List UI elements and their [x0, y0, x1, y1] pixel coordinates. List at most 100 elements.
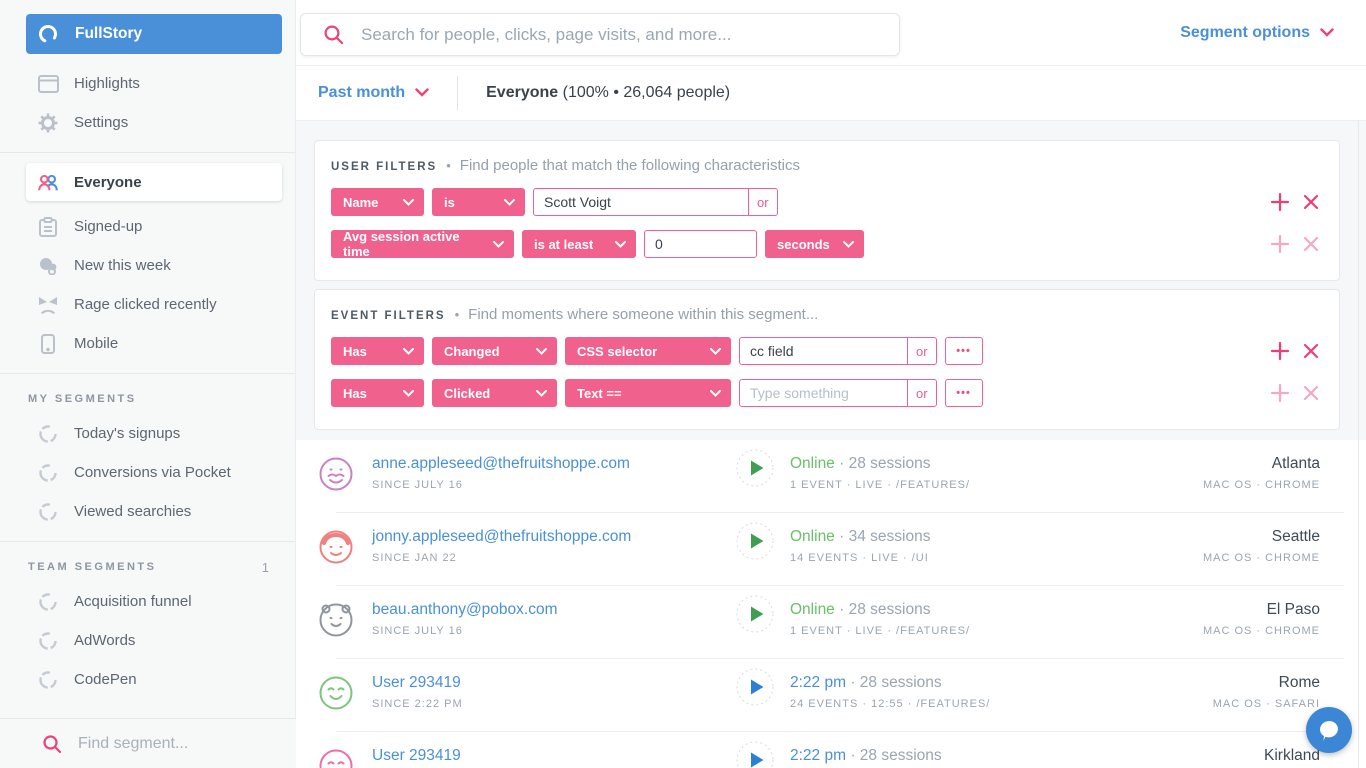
remove-filter-button[interactable] — [1303, 343, 1319, 359]
person-name-link[interactable]: User 293419 — [372, 674, 461, 691]
segment-options-button[interactable]: Segment options — [1180, 0, 1334, 66]
bullet: • — [446, 158, 451, 173]
remove-filter-button[interactable] — [1303, 236, 1319, 252]
avatar[interactable] — [318, 456, 354, 497]
sidebar-item-todays-signups[interactable]: Today's signups — [0, 414, 295, 453]
status-link[interactable]: Online — [790, 601, 835, 618]
filter-value-input[interactable] — [740, 380, 907, 406]
add-filter-button[interactable] — [1270, 383, 1290, 403]
fullstory-logo-label: FullStory — [75, 25, 143, 42]
action-dropdown[interactable]: Changed — [432, 337, 557, 365]
avatar[interactable] — [318, 529, 354, 570]
play-session-button[interactable] — [736, 522, 774, 565]
sidebar-item-acquisition-funnel[interactable]: Acquisition funnel — [0, 582, 295, 621]
play-session-button[interactable] — [736, 741, 774, 768]
person-status-line: Online · 28 sessions — [790, 455, 930, 473]
gear-icon — [36, 113, 60, 133]
status-link[interactable]: Online — [790, 455, 835, 472]
verb-dropdown[interactable]: Has — [331, 379, 424, 407]
person-name-link[interactable]: User 293419 — [372, 747, 461, 764]
add-filter-button[interactable] — [1270, 341, 1290, 361]
avatar[interactable] — [318, 748, 354, 768]
sidebar-item-codepen[interactable]: CodePen — [0, 660, 295, 699]
filter-value-input[interactable] — [740, 338, 907, 364]
segment-circle-icon — [36, 424, 60, 444]
unit-dropdown[interactable]: seconds — [765, 230, 864, 258]
verb-dropdown[interactable]: Has — [331, 337, 424, 365]
action-dropdown[interactable]: Clicked — [432, 379, 557, 407]
or-button[interactable]: or — [748, 189, 777, 215]
user-filters-subtitle: Find people that match the following cha… — [459, 157, 800, 174]
remove-filter-button[interactable] — [1303, 194, 1319, 210]
user-filters-card: USER FILTERS • Find people that match th… — [314, 140, 1340, 281]
chevron-down-icon — [536, 389, 547, 397]
person-name-link[interactable]: jonny.appleseed@thefruitshoppe.com — [372, 528, 632, 545]
filter-value-input[interactable] — [534, 189, 748, 215]
or-button[interactable]: or — [907, 338, 936, 364]
status-link[interactable]: 2:22 pm — [790, 747, 847, 764]
session-count: · 28 sessions — [839, 455, 931, 472]
target-dropdown[interactable]: CSS selector — [565, 337, 731, 365]
sidebar: FullStory Highlights — [0, 0, 296, 768]
person-name-link[interactable]: anne.appleseed@thefruitshoppe.com — [372, 455, 630, 472]
field-dropdown[interactable]: Name — [331, 188, 424, 216]
sidebar-item-label: Today's signups — [74, 425, 181, 442]
sidebar-item-viewed-searchies[interactable]: Viewed searchies — [0, 492, 295, 531]
avatar[interactable] — [318, 675, 354, 716]
status-link[interactable]: Online — [790, 528, 835, 545]
sidebar-item-everyone[interactable]: Everyone — [26, 163, 282, 201]
field-dropdown[interactable]: Avg session active time — [331, 229, 514, 259]
sidebar-item-label: Viewed searchies — [74, 503, 192, 520]
chat-widget-button[interactable] — [1306, 707, 1352, 753]
sidebar-item-label: CodePen — [74, 671, 137, 688]
chevron-down-icon — [493, 240, 504, 248]
pacifier-icon — [36, 257, 60, 275]
operator-dropdown[interactable]: is — [432, 188, 525, 216]
search-icon — [323, 24, 344, 45]
team-segments-header: TEAM SEGMENTS 1 — [28, 559, 269, 575]
more-options-button[interactable]: ••• — [944, 379, 983, 407]
more-options-button[interactable]: ••• — [944, 337, 983, 365]
team-segments-count: 1 — [261, 559, 269, 575]
play-session-button[interactable] — [736, 595, 774, 638]
find-segment-input[interactable] — [78, 734, 258, 753]
target-dropdown[interactable]: Text == — [565, 379, 731, 407]
fullstory-logo-button[interactable]: FullStory — [26, 14, 282, 54]
sidebar-item-label: Highlights — [74, 75, 140, 92]
filter-value-input[interactable] — [644, 230, 757, 258]
sidebar-item-new-this-week[interactable]: New this week — [0, 246, 295, 285]
sidebar-item-adwords[interactable]: AdWords — [0, 621, 295, 660]
toolbar-divider — [457, 76, 459, 110]
add-filter-button[interactable] — [1270, 192, 1290, 212]
session-count: · 28 sessions — [839, 601, 931, 618]
angry-face-icon — [36, 296, 60, 314]
sidebar-item-settings[interactable]: Settings — [0, 103, 295, 142]
sidebar-item-mobile[interactable]: Mobile — [0, 324, 295, 363]
sidebar-item-signed-up[interactable]: Signed-up — [0, 207, 295, 246]
person-status-line: Online · 34 sessions — [790, 528, 930, 546]
remove-filter-button[interactable] — [1303, 385, 1319, 401]
person-name-link[interactable]: beau.anthony@pobox.com — [372, 601, 558, 618]
chevron-down-icon — [403, 389, 414, 397]
play-session-button[interactable] — [736, 668, 774, 711]
sidebar-item-rage-clicked[interactable]: Rage clicked recently — [0, 285, 295, 324]
sidebar-divider — [0, 541, 295, 542]
operator-dropdown[interactable]: is at least — [522, 230, 636, 258]
status-link[interactable]: 2:22 pm — [790, 674, 847, 691]
sidebar-item-conversions-pocket[interactable]: Conversions via Pocket — [0, 453, 295, 492]
event-filters-title: EVENT FILTERS — [331, 310, 446, 322]
avatar[interactable] — [318, 602, 354, 643]
people-icon — [36, 172, 60, 192]
segment-circle-icon — [36, 631, 60, 651]
omni-search[interactable] — [300, 13, 900, 56]
person-city: Atlanta — [1271, 455, 1320, 472]
search-input[interactable] — [361, 24, 899, 45]
segment-toolbar: Past month Everyone (100% • 26,064 peopl… — [296, 66, 1366, 121]
add-filter-button[interactable] — [1270, 234, 1290, 254]
chevron-down-icon — [536, 347, 547, 355]
segment-circle-icon — [36, 670, 60, 690]
sidebar-item-highlights[interactable]: Highlights — [0, 64, 295, 103]
or-button[interactable]: or — [907, 380, 936, 406]
time-range-dropdown[interactable]: Past month — [318, 84, 429, 102]
play-session-button[interactable] — [736, 449, 774, 492]
